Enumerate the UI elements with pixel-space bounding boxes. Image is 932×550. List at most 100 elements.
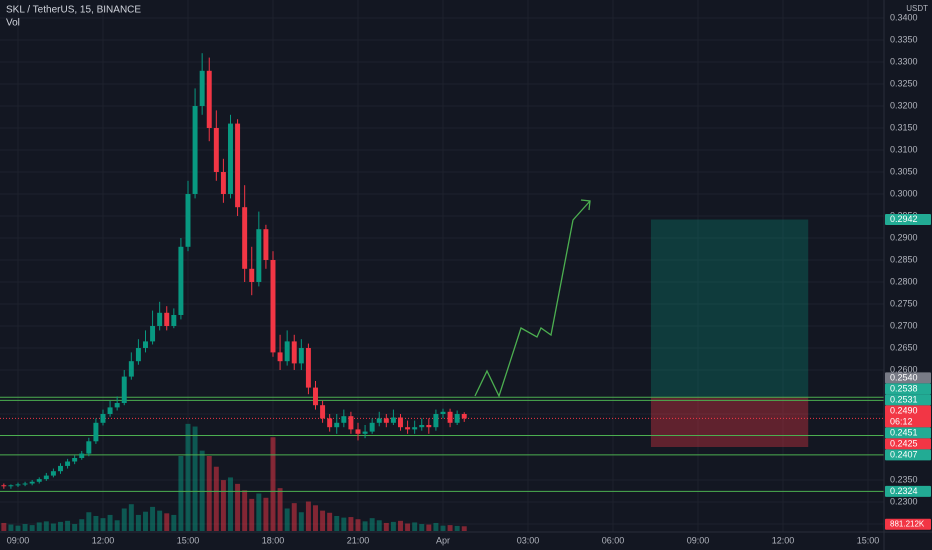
price-label: 0.2942 — [890, 214, 918, 224]
price-label-bg — [885, 214, 931, 226]
price-label-bg — [885, 438, 931, 450]
volume-bar — [383, 522, 389, 531]
volume-label-bg — [885, 518, 931, 530]
price-label: 0.2407 — [890, 449, 918, 459]
y-tick-label: 0.2900 — [890, 232, 918, 242]
candle-body — [235, 123, 241, 208]
candle-body — [171, 314, 177, 326]
candle-body — [341, 416, 347, 423]
candle-body — [270, 259, 276, 353]
candle-body — [213, 127, 219, 172]
y-tick-label: 0.3100 — [890, 144, 918, 154]
price-label-bg — [885, 394, 931, 406]
volume-bar — [143, 511, 148, 531]
volume-bar — [107, 514, 113, 531]
candle-body — [58, 465, 63, 472]
y-tick-label: 0.3200 — [890, 100, 918, 110]
y-tick-label: 0.2850 — [890, 254, 918, 264]
volume-bar — [334, 516, 340, 531]
volume-bar — [22, 524, 28, 531]
price-label: 0.2540 — [890, 372, 918, 382]
candle-body — [298, 347, 304, 364]
volume-bar — [93, 516, 99, 531]
candle-body — [419, 424, 425, 428]
x-tick-label: 15:00 — [177, 535, 200, 545]
volume-bar — [291, 503, 297, 531]
volume-bar — [43, 521, 49, 531]
volume-bar — [206, 456, 212, 531]
y-tick-label: 0.3400 — [890, 12, 918, 22]
volume-bar — [305, 501, 311, 531]
price-label-bg — [885, 405, 931, 428]
candle-body — [192, 105, 198, 194]
volume-bar — [461, 526, 467, 531]
y-tick-label: 0.2700 — [890, 320, 918, 330]
volume-bar — [390, 521, 396, 531]
volume-bar — [398, 520, 403, 531]
candle-body — [376, 418, 382, 423]
candle-body — [206, 70, 212, 128]
volume-bar — [256, 493, 262, 531]
target-zone — [650, 219, 809, 398]
countdown: 06:12 — [890, 416, 913, 426]
x-tick-label: 09:00 — [7, 535, 30, 545]
candle-body — [143, 341, 148, 348]
volume-bar — [419, 524, 425, 531]
volume-bar — [58, 521, 63, 531]
candle-body — [36, 479, 42, 482]
volume-bar — [65, 520, 71, 531]
price-label: 0.2324 — [890, 486, 918, 496]
volume-bar — [164, 513, 170, 531]
y-tick-label: 0.3250 — [890, 78, 918, 88]
candle-body — [65, 461, 71, 466]
price-label: 0.2451 — [890, 427, 918, 437]
volume-bar — [235, 483, 241, 531]
y-tick-label: 0.2350 — [890, 474, 918, 484]
volume-bar — [150, 506, 156, 531]
volume-bar — [341, 517, 347, 531]
price-label-bg — [885, 372, 931, 384]
candle-body — [228, 123, 233, 194]
y-tick-label: 0.2300 — [890, 496, 918, 506]
price-label-bg — [885, 485, 931, 497]
price-label: 0.2425 — [890, 438, 918, 448]
candle-body — [242, 207, 248, 269]
candle-body — [362, 431, 368, 434]
candle-body — [412, 427, 418, 430]
y-tick-label: 0.3150 — [890, 122, 918, 132]
candle-body — [114, 402, 120, 408]
price-label: 0.2531 — [890, 394, 918, 404]
volume-bar — [29, 525, 35, 531]
volume-bar — [426, 524, 432, 531]
y-tick-label: 0.3300 — [890, 56, 918, 66]
candle-body — [15, 484, 21, 486]
volume-bar — [121, 508, 127, 531]
volume-bar — [199, 450, 205, 531]
candle-body — [383, 418, 389, 423]
volume-bar — [100, 518, 106, 531]
candle-body — [291, 341, 297, 364]
candle-body — [157, 312, 163, 326]
x-tick-label: 09:00 — [687, 535, 710, 545]
volume-bar — [1, 522, 7, 531]
price-label: 0.2490 — [890, 405, 918, 415]
x-tick-label: 12:00 — [92, 535, 115, 545]
candle-body — [135, 347, 141, 362]
volume-bar — [178, 456, 184, 531]
y-tick-label: 0.2800 — [890, 276, 918, 286]
volume-bar — [440, 525, 446, 531]
price-label-bg — [885, 427, 931, 439]
candle-body — [185, 193, 191, 247]
x-tick-label: 12:00 — [772, 535, 795, 545]
candle-body — [164, 312, 170, 326]
candle-body — [249, 268, 255, 282]
candle-body — [284, 341, 290, 362]
arrow-head — [580, 199, 591, 211]
volume-bar — [213, 466, 219, 531]
candle-body — [72, 457, 78, 462]
volume-bar — [270, 437, 276, 531]
candle-body — [327, 418, 333, 428]
volume-bar — [128, 504, 134, 531]
volume-bar — [8, 524, 14, 531]
